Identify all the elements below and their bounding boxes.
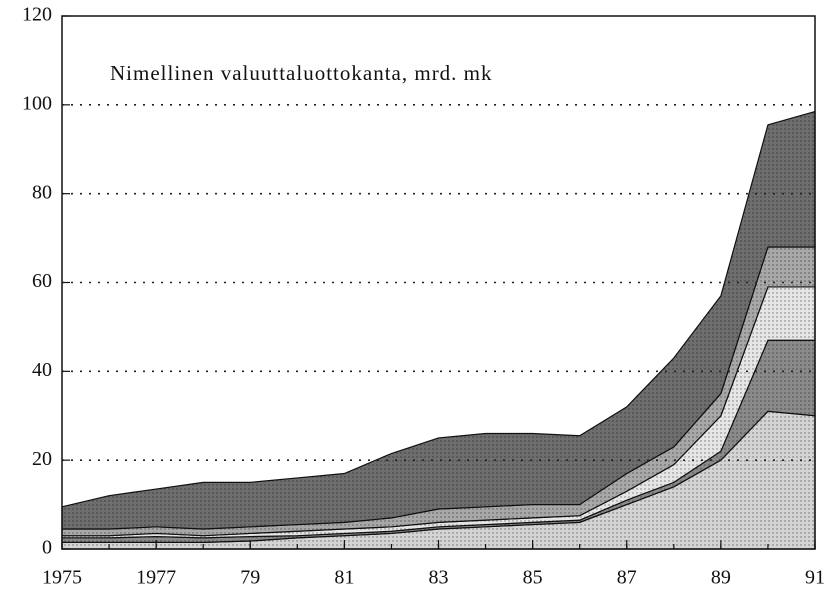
x-tick-label: 91 bbox=[805, 567, 825, 589]
x-tick-label: 85 bbox=[523, 567, 543, 589]
y-tick-label: 120 bbox=[22, 4, 52, 26]
y-tick-label: 20 bbox=[32, 448, 52, 470]
y-tick-label: 0 bbox=[42, 537, 52, 559]
x-tick-label: 1975 bbox=[42, 567, 82, 589]
x-tick-label: 79 bbox=[240, 567, 260, 589]
y-tick-label: 60 bbox=[32, 270, 52, 292]
x-tick-label: 89 bbox=[711, 567, 731, 589]
area-texture bbox=[62, 111, 815, 530]
x-tick-label: 81 bbox=[334, 567, 354, 589]
x-tick-label: 87 bbox=[617, 567, 637, 589]
chart-title: Nimellinen valuuttaluottokanta, mrd. mk bbox=[110, 61, 493, 85]
x-tick-label: 83 bbox=[429, 567, 449, 589]
x-tick-label: 1977 bbox=[136, 567, 176, 589]
y-tick-label: 100 bbox=[22, 92, 52, 114]
y-tick-label: 40 bbox=[32, 359, 52, 381]
y-tick-label: 80 bbox=[32, 181, 52, 203]
area-texture bbox=[62, 411, 815, 549]
